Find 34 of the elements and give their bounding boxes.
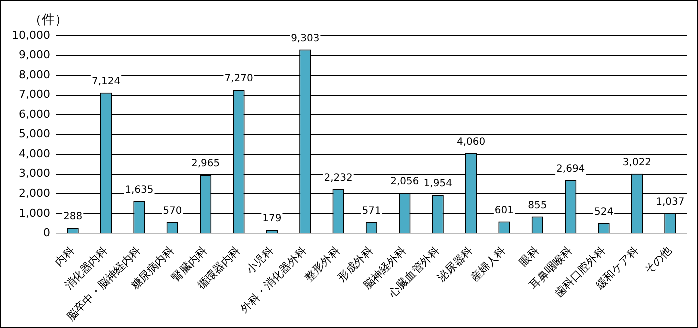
y-tick-label: 0: [43, 226, 50, 240]
data-label: 288: [64, 212, 83, 223]
data-label: 2,694: [556, 164, 586, 176]
data-label: 2,232: [324, 173, 353, 184]
y-tick-label: 6,000: [18, 108, 50, 121]
data-label: 179: [262, 214, 282, 225]
y-tick-label: 2,000: [18, 186, 50, 200]
y-tick-label: 4,000: [18, 147, 50, 160]
data-label: 1,635: [125, 184, 154, 196]
data-label: 3,022: [622, 158, 652, 169]
data-label: 571: [362, 206, 382, 217]
y-tick-label: 7,000: [18, 88, 50, 102]
data-label: 7,270: [224, 74, 254, 85]
y-tick-label: 9,000: [18, 48, 50, 62]
data-label: 7,124: [92, 76, 121, 88]
y-tick-label: 5,000: [18, 128, 50, 141]
x-tick-label: その他: [642, 244, 675, 277]
data-label: 524: [594, 206, 614, 218]
data-label: 601: [494, 205, 514, 216]
x-tick-label: 内科: [52, 244, 78, 270]
y-tick-label: 1,000: [18, 206, 50, 220]
data-label: 1,037: [656, 196, 685, 208]
data-label: 855: [528, 200, 548, 212]
data-label: 4,060: [456, 137, 486, 148]
data-label: 2,965: [192, 158, 220, 170]
x-tick-label: 眼科: [517, 244, 542, 270]
data-label: 2,056: [390, 176, 420, 188]
y-tick-label: 10,000: [12, 28, 50, 42]
data-label: 570: [163, 206, 182, 217]
y-tick-label: 3,000: [18, 167, 50, 180]
data-label: 9,303: [291, 33, 320, 44]
data-label: 1,954: [424, 178, 452, 190]
y-tick-label: 8,000: [18, 68, 50, 82]
y-axis-title: （件）: [29, 12, 68, 29]
